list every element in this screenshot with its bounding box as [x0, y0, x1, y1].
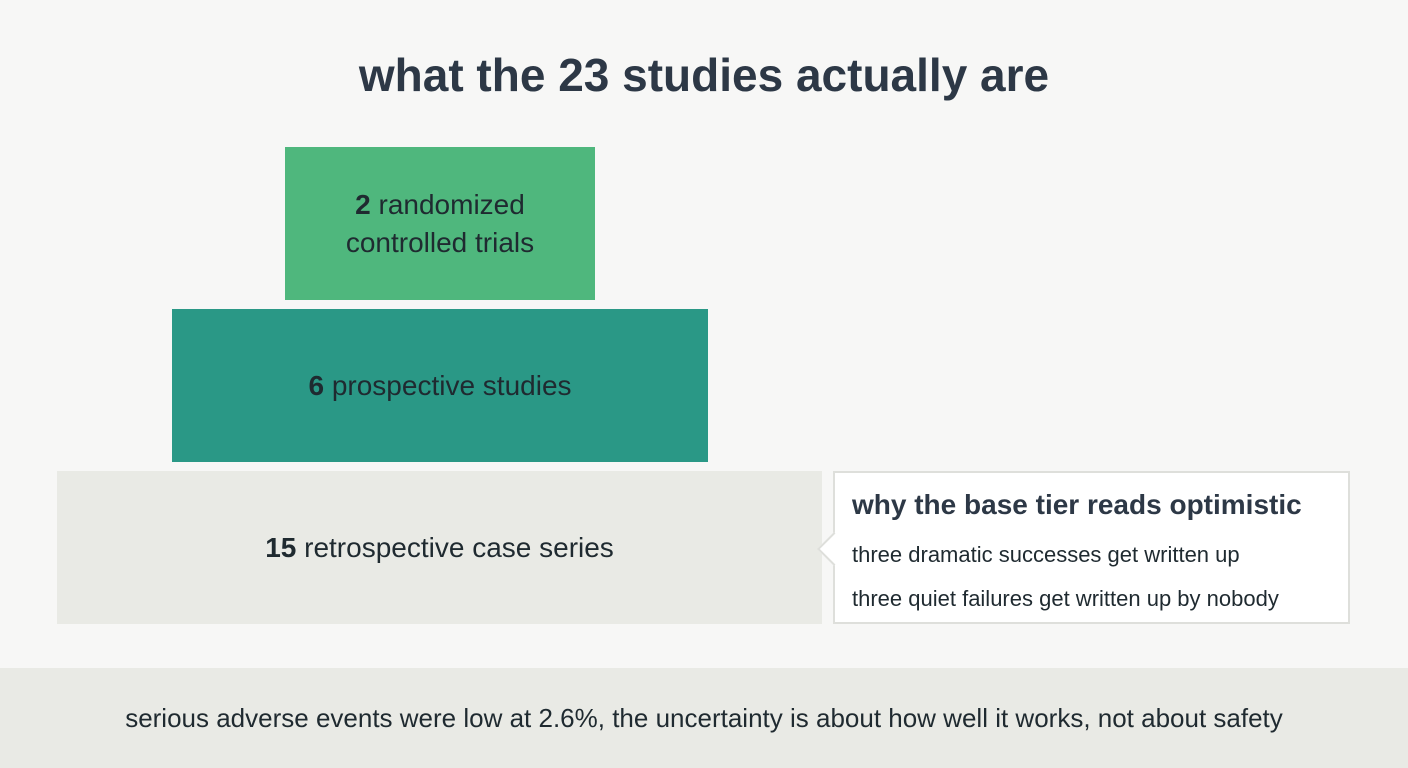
callout-title: why the base tier reads optimistic	[852, 489, 1302, 520]
tier-count: 6	[308, 369, 325, 401]
tier: 6 prospective studies	[172, 309, 708, 462]
tier-label: prospective studies	[331, 369, 572, 401]
callout-line: three quiet failures get written up by n…	[852, 586, 1279, 611]
tier-label: retrospective case series	[304, 531, 614, 563]
tier-count: 15	[265, 531, 297, 563]
footer-text: serious adverse events were low at 2.6%,…	[125, 702, 1283, 733]
tier: 15 retrospective case series	[57, 471, 822, 624]
footer: serious adverse events were low at 2.6%,…	[0, 668, 1408, 768]
tier-count: 2	[355, 188, 371, 220]
title: what the 23 studies actually are	[358, 49, 1050, 101]
tier-label: randomized controlled trials	[345, 188, 535, 258]
tier-text: 15 retrospective case series	[265, 529, 614, 567]
tier: 2 randomized controlled trials	[285, 147, 595, 300]
tier-text: 2 randomized controlled trials	[325, 186, 555, 262]
callout-pointer	[817, 532, 851, 566]
callout: why the base tier reads optimistic three…	[817, 471, 1350, 624]
callout-line: three dramatic successes get written up	[852, 542, 1240, 567]
tier-text: 6 prospective studies	[308, 367, 571, 405]
